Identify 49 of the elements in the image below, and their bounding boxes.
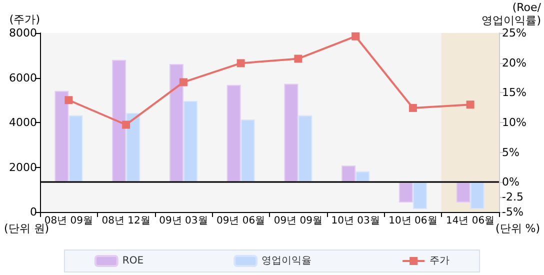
bar: [298, 115, 312, 182]
bar: [112, 60, 126, 182]
bar: [183, 101, 198, 182]
legend-label: 영업이익율: [262, 256, 312, 266]
y2-tick-label: 20%: [502, 56, 526, 70]
x-tick-label: 09년 09월: [274, 216, 323, 226]
bar: [68, 115, 83, 182]
y2-tick-label: 10%: [502, 116, 526, 129]
y-axis-title: (주가): [9, 13, 40, 26]
legend-label: ROE: [122, 256, 144, 266]
bar: [470, 182, 484, 210]
y2-tick-label: -2.5: [502, 190, 524, 204]
bar: [226, 84, 241, 182]
bar: [456, 182, 470, 202]
bar: [240, 120, 255, 182]
bar: [342, 165, 356, 182]
y-tick-label: 8000: [9, 26, 37, 40]
point: [294, 54, 302, 63]
x-tick-label: 10년 06월: [388, 216, 438, 226]
bar: [412, 182, 427, 210]
text: (단위 %): [495, 222, 540, 235]
point: [122, 120, 130, 129]
y2-tick-label: 15%: [502, 86, 526, 100]
bar: [126, 112, 140, 182]
bar: [54, 90, 69, 182]
x-tick-label: 14년 06월: [446, 216, 495, 226]
y2-axis-title: (Roe/ 영업이익률): [482, 1, 542, 27]
point: [64, 96, 73, 104]
y-tick-label: 2000: [9, 160, 37, 174]
y2-tick-label: 0%: [502, 176, 520, 189]
legend-label: 주가: [430, 256, 450, 266]
x-tick-label: 09년 03월: [159, 216, 208, 226]
point: [179, 78, 188, 86]
point: [236, 59, 245, 68]
y2-tick-label: -5%: [502, 206, 524, 218]
bar: [356, 171, 370, 182]
point: [466, 100, 474, 109]
y2-tick-label: 25%: [502, 26, 526, 40]
x-tick-label: 10년 03월: [331, 216, 380, 226]
bar: [398, 182, 413, 202]
y2-tick-label: 5%: [502, 146, 520, 159]
x-tick-label: 08년 12월: [102, 216, 150, 226]
x-tick-label: 09년 06월: [216, 216, 266, 226]
bar: [169, 64, 184, 182]
y-tick-label: 6000: [9, 71, 37, 84]
point: [408, 104, 417, 112]
point: [352, 32, 360, 40]
y-tick-label: 4000: [9, 116, 37, 129]
bar: [284, 84, 298, 182]
